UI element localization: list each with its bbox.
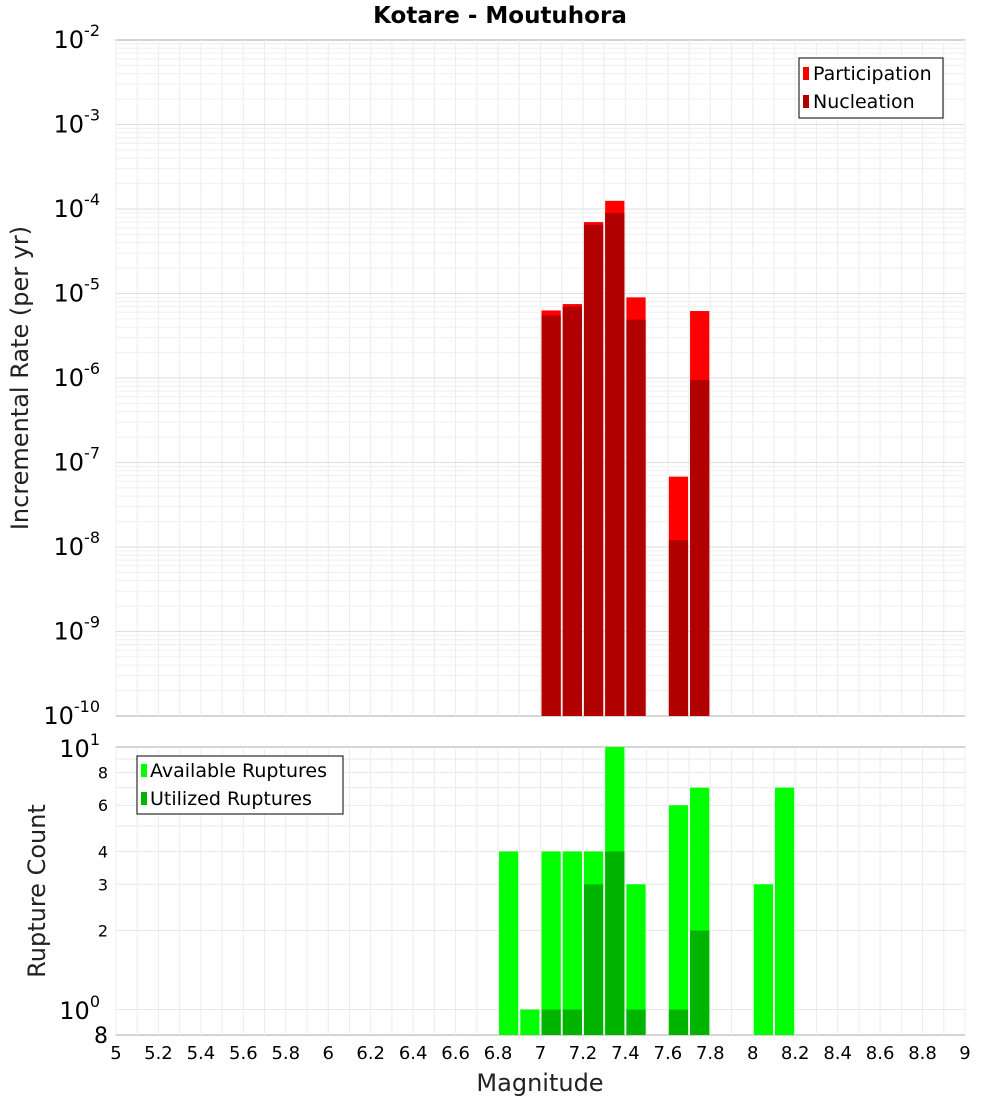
count-ytick-unit: 100 <box>59 992 100 1025</box>
rate-ytick-label: 10-8 <box>54 528 101 561</box>
x-tick-label: 7.6 <box>654 1043 683 1064</box>
count-ytick-top: 101 <box>59 730 100 763</box>
rate-legend: Participation Nucleation <box>798 57 944 119</box>
legend-label-available: Available Ruptures <box>150 760 327 782</box>
x-tick-label: 8.2 <box>781 1043 810 1064</box>
x-tick-label: 9 <box>959 1043 970 1064</box>
x-tick-label: 6.8 <box>484 1043 513 1064</box>
available-ruptures-bar <box>499 851 519 1035</box>
count-ytick-label: 3 <box>98 875 108 894</box>
x-tick-label: 5.2 <box>144 1043 173 1064</box>
nucleation-bar <box>605 212 625 716</box>
rate-ytick-label: 10-3 <box>54 106 101 139</box>
chart-title: Kotare - Moutuhora <box>373 3 627 29</box>
rate-chart: 10-10 10-9 10-8 10-7 10-6 10-5 10-4 10-3 10-2 In… <box>6 21 966 730</box>
count-ytick-label: 2 <box>98 922 108 941</box>
count-y-axis-label: Rupture Count <box>23 804 51 978</box>
rate-ytick-label: 10-5 <box>54 275 101 308</box>
utilized-ruptures-bar <box>541 1009 561 1035</box>
nucleation-bar <box>668 540 689 716</box>
legend-swatch-utilized <box>141 792 147 805</box>
rate-ytick-label: 10-4 <box>54 190 101 223</box>
legend-swatch-participation <box>803 67 809 80</box>
available-ruptures-bar <box>541 851 561 1035</box>
legend-label-nucleation: Nucleation <box>813 91 915 113</box>
legend-swatch-available <box>141 764 147 777</box>
legend-label-participation: Participation <box>813 63 932 85</box>
legend-label-utilized: Utilized Ruptures <box>150 788 312 810</box>
count-chart: 101 100 8 2 3 4 6 8 5 5.2 5.4 5.6 5.8 6 6.2 6.4 6.6 6… <box>23 730 971 1097</box>
legend-swatch-nucleation <box>803 95 809 108</box>
available-ruptures-bar <box>774 787 795 1035</box>
available-ruptures-bar <box>668 805 689 1035</box>
utilized-ruptures-bar <box>668 1009 689 1035</box>
x-tick-label: 8 <box>747 1043 758 1064</box>
x-tick-label: 5.8 <box>271 1043 300 1064</box>
utilized-ruptures-bar <box>605 851 625 1035</box>
count-ytick-bottom: 8 <box>94 1024 108 1049</box>
x-tick-label: 5.4 <box>187 1043 216 1064</box>
available-ruptures-bar <box>753 884 773 1035</box>
x-tick-label: 7 <box>535 1043 546 1064</box>
available-ruptures-bar <box>626 884 646 1035</box>
count-ytick-label: 8 <box>98 763 108 782</box>
utilized-ruptures-bar <box>626 1009 646 1035</box>
x-tick-label: 5.6 <box>229 1043 258 1064</box>
rate-y-axis-label: Incremental Rate (per yr) <box>6 226 34 530</box>
x-tick-label: 6.6 <box>441 1043 470 1064</box>
x-tick-label: 7.8 <box>696 1043 725 1064</box>
rate-gridlines <box>115 40 966 716</box>
utilized-ruptures-bar <box>562 1009 582 1035</box>
nucleation-bar <box>562 306 582 716</box>
nucleation-bar <box>583 224 604 716</box>
x-tick-label: 7.4 <box>611 1043 640 1064</box>
rate-ytick-label: 10-10 <box>43 697 100 730</box>
utilized-ruptures-bar <box>690 930 710 1035</box>
count-ytick-label: 6 <box>98 796 108 815</box>
nucleation-bar <box>626 319 646 716</box>
nucleation-bar <box>541 315 561 716</box>
rate-ytick-label: 10-2 <box>54 21 101 54</box>
x-tick-label: 6.4 <box>399 1043 428 1064</box>
count-legend: Available Ruptures Utilized Ruptures <box>136 755 344 815</box>
count-ytick-label: 4 <box>98 842 108 861</box>
x-tick-label: 8.6 <box>866 1043 895 1064</box>
rate-ytick-label: 10-9 <box>54 613 101 646</box>
x-tick-label: 8.8 <box>908 1043 937 1064</box>
utilized-ruptures-bar <box>583 884 604 1035</box>
x-tick-label: 5 <box>110 1043 121 1064</box>
x-tick-label: 6 <box>323 1043 334 1064</box>
available-ruptures-bar <box>562 851 582 1035</box>
x-tick-label: 6.2 <box>356 1043 385 1064</box>
nucleation-bar <box>690 379 710 716</box>
x-axis-label: Magnitude <box>476 1069 603 1097</box>
available-ruptures-bar <box>520 1009 540 1035</box>
x-tick-label: 7.2 <box>569 1043 598 1064</box>
x-tick-label: 8.4 <box>823 1043 852 1064</box>
rate-ytick-label: 10-7 <box>54 444 101 477</box>
rate-ytick-label: 10-6 <box>54 359 101 392</box>
